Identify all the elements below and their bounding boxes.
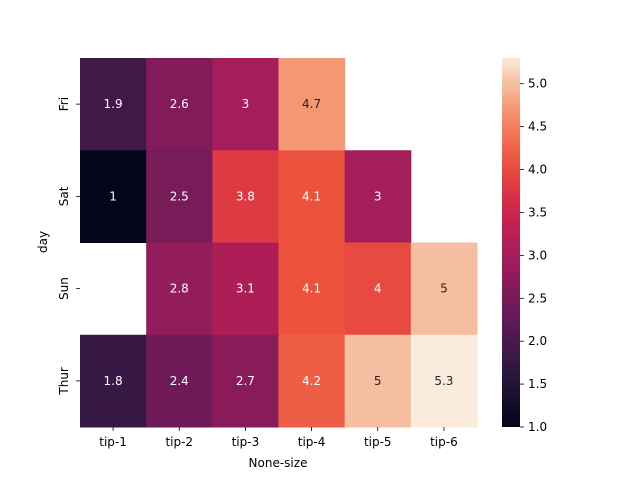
- cell-value-label: 2.7: [236, 374, 255, 388]
- heatmap-cell-fri-tip-3: [212, 58, 279, 151]
- x-axis-label: None-size: [249, 456, 308, 470]
- cell-value-label: 4.2: [302, 374, 321, 388]
- heatmap-cells: [80, 58, 478, 428]
- heatmap-cell-thur-tip-1: [80, 334, 147, 428]
- colorbar-tick-label: 1.0: [528, 420, 547, 434]
- cell-value-label: 1.8: [104, 374, 123, 388]
- heatmap-cell-sat-tip-3: [212, 150, 279, 243]
- heatmap-cell-sun-tip-2: [146, 242, 213, 336]
- colorbar-tick-label: 5.0: [528, 77, 547, 91]
- cell-value-label: 2.5: [170, 189, 189, 203]
- cell-value-label: 4: [374, 282, 382, 296]
- cell-value-label: 2.6: [170, 97, 189, 111]
- heatmap-cell-thur-tip-6: [410, 334, 478, 428]
- x-tick-label: tip-1: [99, 435, 127, 449]
- cell-value-label: 5.3: [434, 374, 453, 388]
- heatmap-cell-thur-tip-3: [212, 334, 279, 428]
- x-tick-label: tip-5: [364, 435, 392, 449]
- cell-value-label: 1: [109, 189, 117, 203]
- cell-value-label: 5: [440, 282, 448, 296]
- cell-value-label: 4.1: [302, 282, 321, 296]
- x-tick-label: tip-4: [298, 435, 326, 449]
- colorbar-tick-label: 2.5: [528, 291, 547, 305]
- heatmap-cell-fri-tip-4: [278, 58, 346, 151]
- heatmap-cell-fri-tip-1: [80, 58, 147, 151]
- heatmap-cell-sun-tip-6: [410, 242, 478, 336]
- colorbar-tick-label: 3.5: [528, 205, 547, 219]
- y-tick-label: Sat: [57, 186, 71, 206]
- colorbar-tick-label: 2.0: [528, 334, 547, 348]
- cell-value-label: 3.8: [236, 189, 255, 203]
- colorbar-tick-label: 4.0: [528, 163, 547, 177]
- colorbar-tick-label: 3.0: [528, 248, 547, 262]
- heatmap-cell-thur-tip-4: [278, 334, 346, 428]
- x-tick-label: tip-3: [232, 435, 260, 449]
- y-tick-label: Sun: [57, 277, 71, 300]
- y-axis-label: day: [36, 231, 50, 253]
- heatmap-cell-labels: 1.9 2.6 3 4.7 1 2.5 3.8 4.1 3 2.8 3.1 4.1 4 5 1.8 2.4 2.…: [104, 97, 454, 388]
- cell-value-label: 3.1: [236, 282, 255, 296]
- heatmap-cell-thur-tip-5: [344, 334, 412, 428]
- colorbar: 1.0 1.5 2.0 2.5 3.0 3.5 4.0 4.5 5.0: [502, 58, 547, 434]
- y-tick-label: Thur: [57, 367, 71, 396]
- y-tick-label: Fri: [57, 97, 71, 111]
- x-tick-label: tip-6: [430, 435, 458, 449]
- heatmap-cell-sun-tip-3: [212, 242, 279, 336]
- colorbar-tick-label: 4.5: [528, 120, 547, 134]
- cell-value-label: 4.1: [302, 189, 321, 203]
- cell-value-label: 2.4: [170, 374, 189, 388]
- x-axis: tip-1 tip-2 tip-3 tip-4 tip-5 tip-6: [99, 427, 458, 449]
- heatmap-cell-sun-tip-4: [278, 242, 346, 336]
- y-axis: Fri Sat Sun Thur: [57, 97, 80, 396]
- heatmap-cell-sat-tip-1: [80, 150, 147, 243]
- heatmap-cell-fri-tip-2: [146, 58, 213, 151]
- heatmap-cell-thur-tip-2: [146, 334, 213, 428]
- heatmap-cell-sat-tip-5: [344, 150, 412, 243]
- heatmap-cell-sat-tip-2: [146, 150, 213, 243]
- cell-value-label: 3: [374, 189, 382, 203]
- cell-value-label: 1.9: [104, 97, 123, 111]
- x-tick-label: tip-2: [165, 435, 193, 449]
- cell-value-label: 5: [374, 374, 382, 388]
- heatmap-cell-sun-tip-5: [344, 242, 412, 336]
- colorbar-gradient: [502, 58, 520, 427]
- cell-value-label: 4.7: [302, 97, 321, 111]
- colorbar-tick-label: 1.5: [528, 377, 547, 391]
- cell-value-label: 3: [242, 97, 250, 111]
- heatmap-cell-sat-tip-4: [278, 150, 346, 243]
- cell-value-label: 2.8: [170, 282, 189, 296]
